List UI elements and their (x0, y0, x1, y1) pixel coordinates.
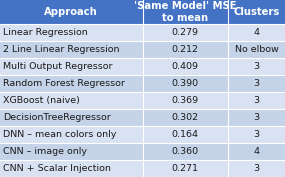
Bar (228, 143, 285, 160)
Text: CNN – image only: CNN – image only (3, 147, 87, 156)
Bar (0, 75, 142, 92)
Bar (142, 109, 228, 126)
Text: 0.271: 0.271 (172, 164, 199, 173)
Bar (228, 126, 285, 143)
Text: 0.302: 0.302 (172, 113, 199, 122)
Bar (228, 109, 285, 126)
Text: 'Same Model' MSE
to mean: 'Same Model' MSE to mean (134, 1, 237, 23)
Text: DNN – mean colors only: DNN – mean colors only (3, 130, 117, 139)
Bar (0, 126, 142, 143)
Text: 2 Line Linear Regression: 2 Line Linear Regression (3, 45, 120, 54)
Bar (228, 160, 285, 177)
Bar (228, 24, 285, 41)
Bar (0, 24, 142, 41)
Text: 0.409: 0.409 (172, 62, 199, 71)
Text: 0.164: 0.164 (172, 130, 199, 139)
Bar (228, 0, 285, 24)
Text: Multi Output Regressor: Multi Output Regressor (3, 62, 113, 71)
Text: 3: 3 (253, 96, 260, 105)
Text: 3: 3 (253, 113, 260, 122)
Text: Linear Regression: Linear Regression (3, 28, 88, 37)
Bar (142, 143, 228, 160)
Bar (228, 58, 285, 75)
Text: 3: 3 (253, 79, 260, 88)
Bar (0, 58, 142, 75)
Bar (0, 0, 142, 24)
Bar (228, 75, 285, 92)
Text: 0.390: 0.390 (172, 79, 199, 88)
Text: Random Forest Regressor: Random Forest Regressor (3, 79, 125, 88)
Bar (228, 92, 285, 109)
Text: No elbow: No elbow (235, 45, 278, 54)
Bar (142, 24, 228, 41)
Bar (142, 58, 228, 75)
Text: DecisionTreeRegressor: DecisionTreeRegressor (3, 113, 111, 122)
Text: 3: 3 (253, 130, 260, 139)
Text: 0.279: 0.279 (172, 28, 199, 37)
Text: XGBoost (naive): XGBoost (naive) (3, 96, 80, 105)
Bar (0, 109, 142, 126)
Text: Approach: Approach (44, 7, 98, 17)
Bar (142, 75, 228, 92)
Text: CNN + Scalar Injection: CNN + Scalar Injection (3, 164, 111, 173)
Bar (0, 92, 142, 109)
Bar (142, 0, 228, 24)
Bar (142, 126, 228, 143)
Bar (0, 160, 142, 177)
Text: 3: 3 (253, 62, 260, 71)
Text: Clusters: Clusters (233, 7, 280, 17)
Text: 0.212: 0.212 (172, 45, 199, 54)
Text: 0.369: 0.369 (172, 96, 199, 105)
Bar (142, 160, 228, 177)
Text: 4: 4 (253, 28, 260, 37)
Text: 3: 3 (253, 164, 260, 173)
Text: 4: 4 (253, 147, 260, 156)
Bar (142, 41, 228, 58)
Bar (0, 41, 142, 58)
Bar (142, 92, 228, 109)
Bar (0, 143, 142, 160)
Text: 0.360: 0.360 (172, 147, 199, 156)
Bar (228, 41, 285, 58)
